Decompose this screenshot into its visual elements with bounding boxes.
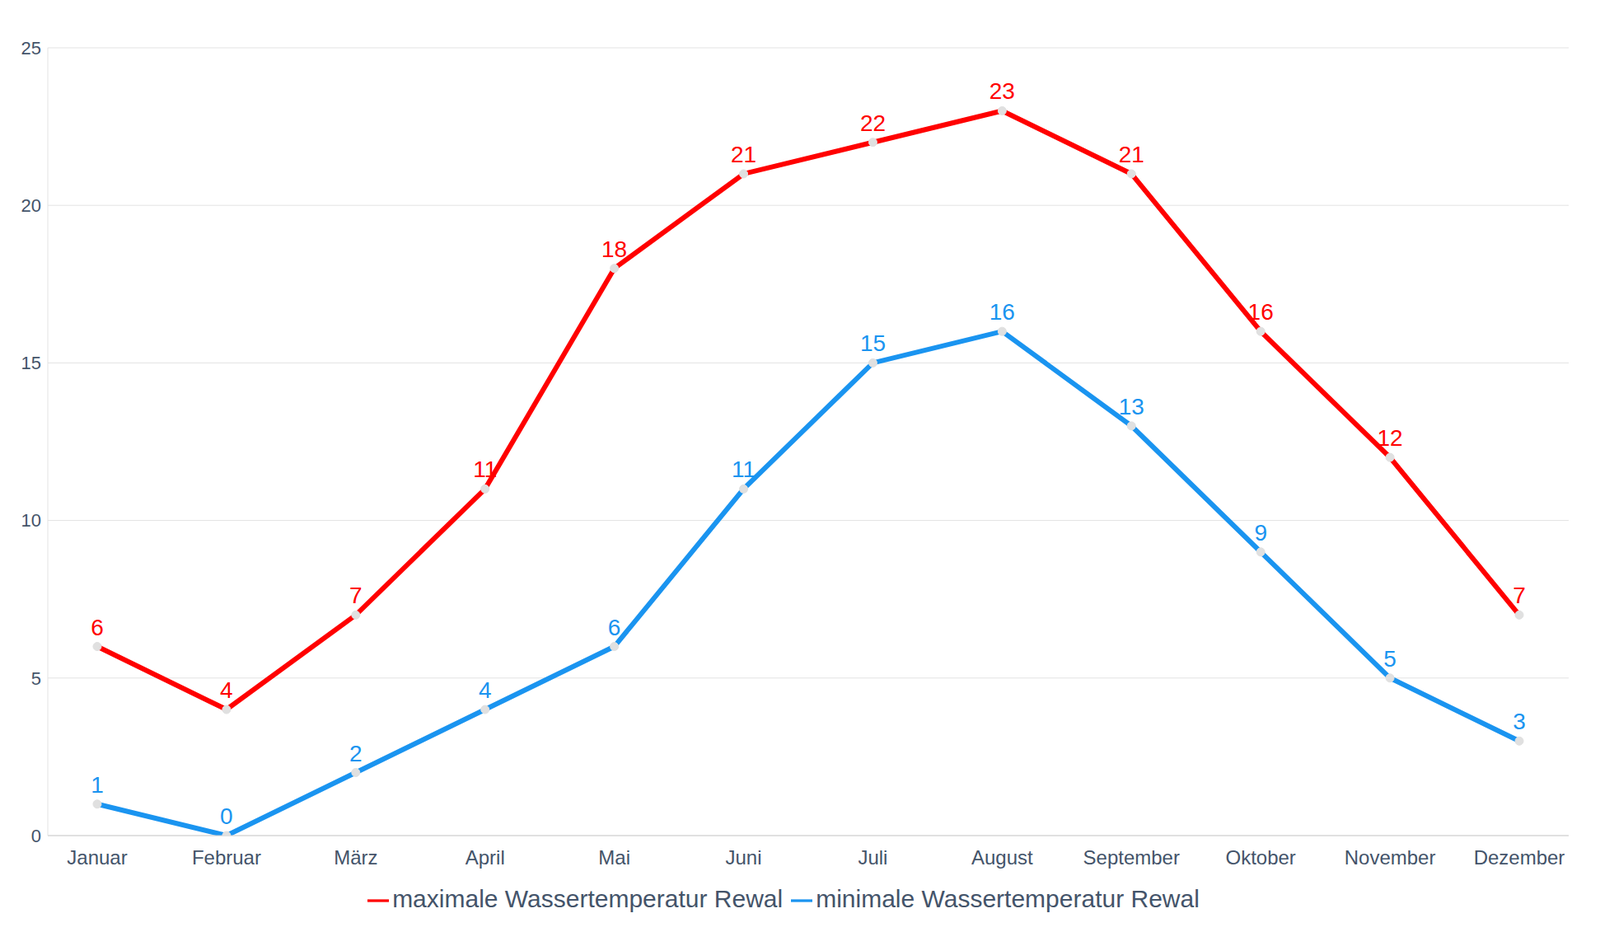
svg-text:15: 15 <box>860 330 886 356</box>
svg-text:25: 25 <box>21 37 42 59</box>
svg-text:4: 4 <box>478 677 492 703</box>
svg-text:11: 11 <box>472 456 497 482</box>
svg-text:15: 15 <box>21 352 42 374</box>
svg-text:10: 10 <box>21 509 42 531</box>
svg-text:September: September <box>1083 846 1180 869</box>
svg-text:6: 6 <box>90 614 104 641</box>
svg-text:5: 5 <box>1383 645 1397 672</box>
svg-text:23: 23 <box>989 78 1016 104</box>
svg-text:21: 21 <box>1118 141 1145 168</box>
svg-text:August: August <box>971 846 1034 869</box>
svg-text:November: November <box>1344 846 1437 869</box>
svg-text:7: 7 <box>1512 582 1526 609</box>
svg-text:Januar: Januar <box>66 846 127 869</box>
html-text:minimale Wassertemperatur Rewa: minimale Wassertemperatur Rewal <box>815 884 1200 913</box>
svg-text:0: 0 <box>31 825 42 847</box>
svg-text:Februar: Februar <box>191 846 262 869</box>
svg-text:12: 12 <box>1377 425 1404 451</box>
svg-text:16: 16 <box>989 299 1016 325</box>
svg-text:22: 22 <box>860 110 886 136</box>
svg-text:20: 20 <box>21 195 42 216</box>
svg-text:Juni: Juni <box>725 846 763 869</box>
svg-text:1: 1 <box>90 771 104 798</box>
html-text:maximale Wassertemperatur Rewa: maximale Wassertemperatur Rewal <box>392 884 783 913</box>
svg-text:0: 0 <box>219 803 234 829</box>
svg-text:13: 13 <box>1118 393 1145 420</box>
svg-text:Juli: Juli <box>857 846 888 869</box>
svg-text:3: 3 <box>1512 708 1526 735</box>
svg-text:Dezember: Dezember <box>1473 846 1566 869</box>
svg-text:7: 7 <box>349 582 363 609</box>
svg-text:März: März <box>333 846 378 869</box>
svg-text:11: 11 <box>731 456 756 482</box>
svg-text:Oktober: Oktober <box>1225 846 1296 869</box>
svg-text:21: 21 <box>730 141 757 168</box>
svg-text:6: 6 <box>608 614 622 641</box>
svg-text:2: 2 <box>349 740 363 767</box>
svg-text:April: April <box>465 846 506 869</box>
svg-text:4: 4 <box>219 677 234 703</box>
svg-text:5: 5 <box>31 668 42 689</box>
svg-text:9: 9 <box>1253 519 1268 546</box>
svg-text:16: 16 <box>1248 299 1274 325</box>
svg-text:18: 18 <box>601 236 627 262</box>
svg-text:Mai: Mai <box>598 846 631 869</box>
